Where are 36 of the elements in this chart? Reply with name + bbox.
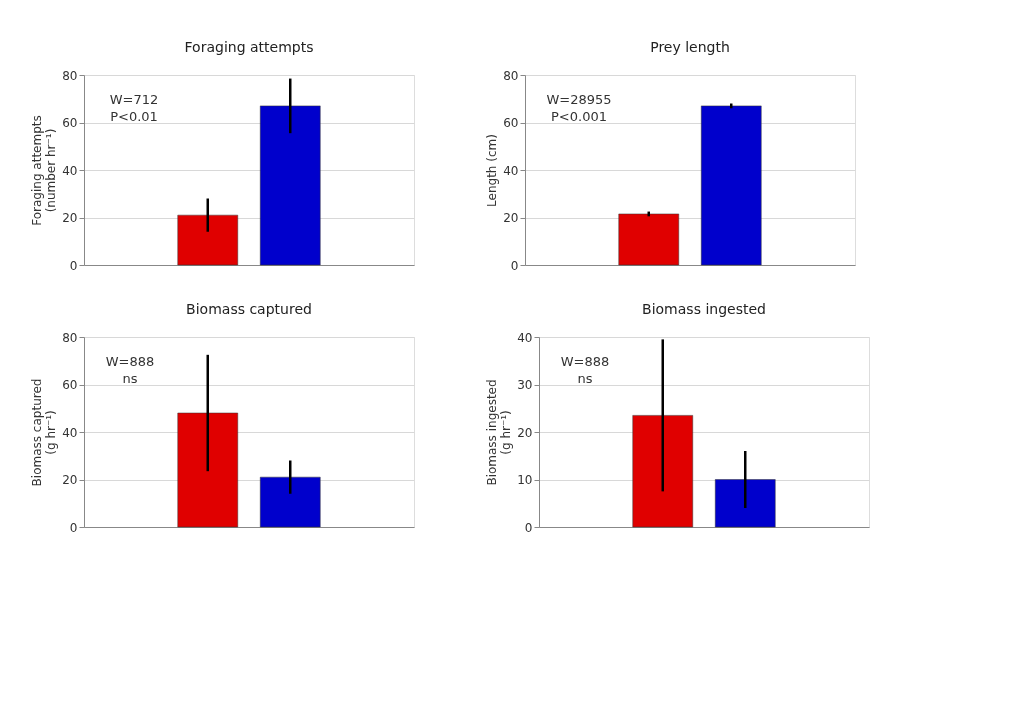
annotation: W=888 xyxy=(105,354,155,369)
y-tick-label: 40 xyxy=(62,163,78,178)
y-tick-label: 30 xyxy=(517,378,533,392)
chart-title: Foraging attempts xyxy=(184,39,314,55)
y-axis-title: Length (cm) xyxy=(485,134,500,207)
annotation: W=28955 xyxy=(546,92,612,107)
y-tick-label: 10 xyxy=(517,473,533,487)
annotation: P<0.01 xyxy=(110,109,158,124)
y-axis-title: Foraging attempts (number hr⁻¹) xyxy=(30,115,59,226)
y-tick-label: 60 xyxy=(503,116,519,130)
y-tick-label: 0 xyxy=(524,520,533,535)
y-tick-label: 60 xyxy=(62,116,78,130)
y-tick-label: 80 xyxy=(62,330,78,345)
chart-title: Prey length xyxy=(650,39,730,55)
y-tick-label: 40 xyxy=(503,163,519,178)
y-tick-label: 20 xyxy=(503,211,519,225)
chart-title: Biomass captured xyxy=(186,301,312,317)
y-axis-title: Biomass captured (g hr⁻¹) xyxy=(30,378,59,487)
annotation: ns xyxy=(577,371,593,386)
y-tick-label: 0 xyxy=(69,258,78,273)
annotation: ns xyxy=(122,371,138,386)
y-tick-label: 80 xyxy=(503,68,519,83)
y-tick-label: 60 xyxy=(62,378,78,392)
annotation: W=888 xyxy=(560,354,610,369)
y-tick-label: 80 xyxy=(62,68,78,83)
y-tick-label: 40 xyxy=(62,425,78,440)
y-tick-label: 40 xyxy=(517,330,533,345)
y-tick-label: 0 xyxy=(510,258,519,273)
annotation: P<0.001 xyxy=(551,109,607,124)
y-tick-label: 20 xyxy=(62,211,78,225)
y-tick-label: 20 xyxy=(62,473,78,487)
y-axis-title: Biomass ingested (g hr⁻¹) xyxy=(485,379,514,486)
chart-title: Biomass ingested xyxy=(642,301,766,317)
y-tick-label: 20 xyxy=(517,425,533,440)
y-tick-label: 0 xyxy=(69,520,78,535)
annotation: W=712 xyxy=(109,92,159,107)
